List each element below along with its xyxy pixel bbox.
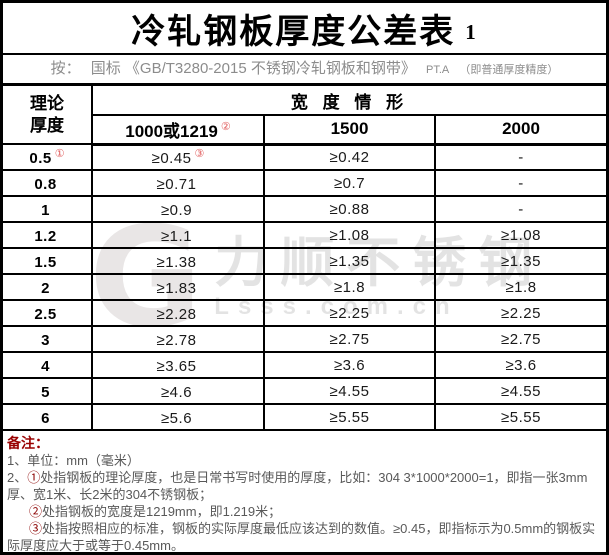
header-row-1: 理论 厚度 宽 度 情 形 <box>3 86 606 145</box>
note-mark-3: ③ <box>29 521 43 536</box>
subtitle-standard: 国标 《GB/T3280-2015 不锈钢冷轧钢板和钢带》 <box>90 60 416 77</box>
table-row: 1.2 ≥1.1 ≥1.08 ≥1.08 <box>3 221 606 249</box>
column-header-1500: 1500 <box>263 114 436 146</box>
notes-section: 备注： 1、单位：mm（毫米） 2、①处指钢板的理论厚度，也是日常书写时使用的厚… <box>3 431 606 553</box>
note-item: ③处指按照相应的标准，钢板的实际厚度最低应该达到的数值。≥0.45，即指标示为0… <box>7 521 596 553</box>
notes-heading: 备注： <box>7 435 49 451</box>
subtitle-prefix: 按： <box>50 60 81 77</box>
table-row: 3 ≥2.78 ≥2.75 ≥2.75 <box>3 325 606 353</box>
table-row: 1 ≥0.9 ≥0.88 - <box>3 195 606 223</box>
page-title: 冷轧钢板厚度公差表 1 <box>3 3 606 55</box>
note-mark-2: ② <box>29 504 43 519</box>
table-row: 5 ≥4.6 ≥4.55 ≥4.55 <box>3 377 606 405</box>
note-item: 2、①处指钢板的理论厚度，也是日常书写时使用的厚度，比如：304 3*1000*… <box>7 470 588 502</box>
table-row: 2.5 ≥2.28 ≥2.25 ≥2.25 <box>3 299 606 327</box>
table-row: 4 ≥3.65 ≥3.6 ≥3.6 <box>3 351 606 379</box>
header-row-2: 1000或1219 ② 1500 2000 <box>3 114 606 146</box>
column-header-2000: 2000 <box>434 114 606 146</box>
note-item: ②处指钢板的宽度是1219mm，即1.219米； <box>29 504 282 519</box>
note-mark-1: ① <box>27 470 41 485</box>
subtitle-grade: PT.A <box>426 64 450 76</box>
footnote-mark-3: ③ <box>194 148 205 161</box>
column-header-1000-1219: 1000或1219 ② <box>92 114 265 146</box>
page-title-text: 冷轧钢板厚度公差表 <box>131 13 456 51</box>
footnote-mark-2: ② <box>220 121 231 134</box>
table-row: 2 ≥1.83 ≥1.8 ≥1.8 <box>3 273 606 301</box>
table-row: 0.5 ① ≥0.45 ③ ≥0.42 - <box>3 143 606 171</box>
table-row: 0.8 ≥0.71 ≥0.7 - <box>3 169 606 197</box>
thickness-column-header: 理论 厚度 <box>3 86 93 145</box>
page-title-number: 1 <box>465 19 478 44</box>
tolerance-table: 理论 厚度 宽 度 情 形 1000或1219 ② 1500 2000 0.5 ① … <box>3 86 606 431</box>
subtitle-precision-note: （即普通厚度精度） <box>459 64 559 76</box>
footnote-mark-1: ① <box>54 148 65 160</box>
table-row: 6 ≥5.6 ≥5.55 ≥5.55 <box>3 403 606 431</box>
width-group-header: 宽 度 情 形 <box>91 86 606 116</box>
note-item: 1、单位：mm（毫米） <box>7 453 140 468</box>
table-row: 1.5 ≥1.38 ≥1.35 ≥1.35 <box>3 247 606 275</box>
standard-subtitle: 按： 国标 《GB/T3280-2015 不锈钢冷轧钢板和钢带》 PT.A （即… <box>3 55 606 86</box>
